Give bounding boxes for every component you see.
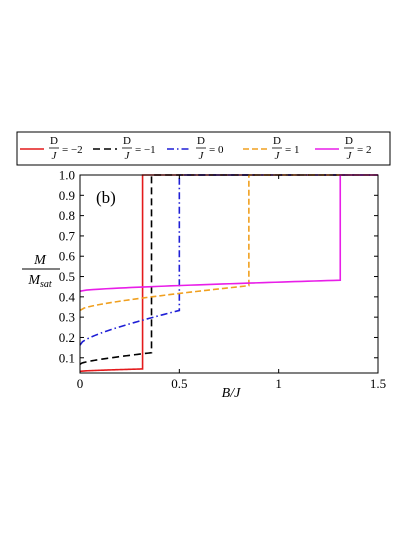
legend-fraction-numerator: D bbox=[345, 135, 353, 147]
y-axis-label-denominator-main: M bbox=[27, 273, 41, 288]
legend-fraction-denominator: J bbox=[275, 150, 281, 162]
y-axis-label-denominator: Msat bbox=[27, 273, 52, 290]
y-tick-label: 0.8 bbox=[59, 208, 75, 223]
x-axis-label: B/J bbox=[222, 386, 241, 401]
legend-value: = −2 bbox=[62, 144, 83, 156]
legend-value: = 1 bbox=[285, 144, 299, 156]
y-tick-label: 0.3 bbox=[59, 310, 75, 325]
y-tick-label: 0.5 bbox=[59, 269, 75, 284]
legend-fraction-denominator: J bbox=[199, 150, 205, 162]
y-tick-label: 0.7 bbox=[59, 228, 76, 243]
panel-label: (b) bbox=[96, 188, 116, 207]
y-tick-label: 0.4 bbox=[59, 289, 76, 304]
y-tick-label: 0.2 bbox=[59, 330, 75, 345]
series-line-2 bbox=[79, 174, 378, 365]
legend-value: = 2 bbox=[357, 144, 371, 156]
y-axis-label-denominator-sub: sat bbox=[40, 279, 52, 290]
series-line-5 bbox=[79, 174, 378, 292]
x-tick-label: 0.5 bbox=[171, 376, 187, 391]
plot-area: 0 0.5 1 1.5 0.1 0.2 0.3 0.4 0.5 0.6 0.7 0.8 0.9 1.0 (… bbox=[59, 168, 386, 392]
legend-fraction-numerator: D bbox=[197, 135, 205, 147]
x-tick-label: 1 bbox=[275, 376, 282, 391]
legend: DJ = −2DJ = −1DJ = 0DJ = 1DJ = 2 bbox=[16, 131, 391, 166]
legend-item: DJ = −1 bbox=[93, 135, 156, 162]
y-tick-label: 1.0 bbox=[59, 168, 75, 183]
legend-item: DJ = −2 bbox=[20, 135, 83, 162]
legend-value: = 0 bbox=[209, 144, 224, 156]
series-line-1 bbox=[79, 174, 378, 373]
legend-fraction-numerator: D bbox=[273, 135, 281, 147]
y-tick-label: 0.1 bbox=[59, 350, 75, 365]
legend-fraction-numerator: D bbox=[50, 135, 58, 147]
plot-frame bbox=[79, 174, 379, 374]
legend-fraction-denominator: J bbox=[347, 150, 353, 162]
y-tick-label: 0.6 bbox=[59, 249, 76, 264]
x-axis-label-numerator: B bbox=[222, 386, 231, 401]
x-tick-label: 0 bbox=[77, 376, 84, 391]
legend-item: DJ = 0 bbox=[167, 135, 224, 162]
legend-item: DJ = 2 bbox=[315, 135, 371, 162]
x-axis-label-slash: / bbox=[229, 386, 235, 401]
series-layer bbox=[79, 174, 378, 373]
legend-fraction-numerator: D bbox=[123, 135, 131, 147]
series-line-4 bbox=[79, 174, 378, 312]
legend-value: = −1 bbox=[135, 144, 156, 156]
y-axis-label: M Msat bbox=[22, 253, 60, 290]
legend-fraction-denominator: J bbox=[125, 150, 131, 162]
x-axis-label-denominator: J bbox=[234, 386, 241, 401]
series-line-3 bbox=[79, 174, 378, 346]
legend-fraction-denominator: J bbox=[52, 150, 58, 162]
axis-labels: M Msat B/J bbox=[22, 253, 241, 401]
x-tick-label: 1.5 bbox=[370, 376, 386, 391]
y-axis-label-numerator: M bbox=[33, 253, 47, 268]
y-tick-label: 0.9 bbox=[59, 188, 75, 203]
legend-item: DJ = 1 bbox=[243, 135, 299, 162]
axis-ticks: 0 0.5 1 1.5 0.1 0.2 0.3 0.4 0.5 0.6 0.7 0.8 0.9 1.0 bbox=[59, 168, 386, 392]
